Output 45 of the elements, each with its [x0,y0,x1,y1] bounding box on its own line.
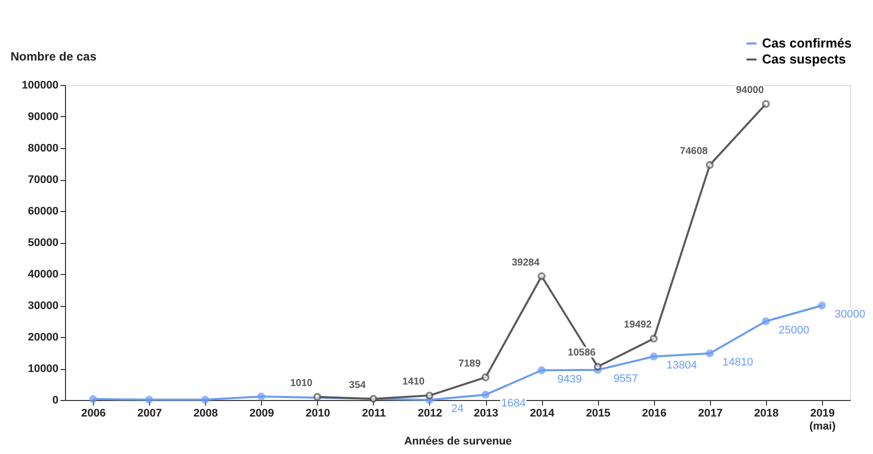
data-label: 24 [451,402,464,415]
data-label: 30000 [834,308,866,320]
data-label: 39284 [512,257,540,268]
data-label: 9557 [613,372,638,385]
data-label: 94000 [736,84,764,96]
x-tick-label: 2014 [530,408,556,420]
data-label: 1410 [402,376,426,388]
x-tick-label: 2007 [137,408,162,420]
x-tick-label: 2019 (mai) [809,408,836,432]
data-label: 14810 [722,356,754,368]
data-label: 25000 [778,324,810,336]
data-label: 74608 [680,146,708,157]
x-axis-title: Années de survenue [404,436,512,448]
x-tick-label: 2011 [362,408,386,420]
data-label: 9439 [557,373,582,386]
x-tick-label: 2013 [474,408,498,420]
x-tick-label: 2016 [642,408,666,420]
legend-label: Cas confirmés [762,36,852,50]
y-tick-label: 90000 [28,111,58,123]
y-tick-label: 30000 [28,300,58,312]
x-tick-label: 2006 [81,408,106,420]
x-tick-label: 2015 [586,408,610,420]
data-label: 354 [349,380,366,391]
y-tick-label: 10000 [28,363,58,375]
data-label: 1684 [501,398,526,410]
y-tick-label: 100000 [22,80,58,92]
y-tick-label: 70000 [28,174,58,186]
data-label: 13804 [666,360,698,372]
y-axis-title: Nombre de cas [10,50,97,64]
y-tick-label: 20000 [28,332,58,344]
x-tick-label: 2012 [418,408,442,420]
y-tick-label: 40000 [28,268,58,280]
y-tick-label: 60000 [28,206,58,218]
x-tick-label: 2017 [698,408,723,420]
y-tick-label: 50000 [28,237,58,249]
y-tick-label: 80000 [28,142,58,154]
x-tick-label: 2008 [193,408,218,420]
x-tick-label: 2018 [754,408,779,420]
data-label: 1010 [290,378,313,389]
legend-label: Cas suspects [762,52,846,66]
y-tick-label: 0 [52,394,58,406]
x-tick-label: 2009 [250,408,274,420]
data-label: 19492 [624,320,652,331]
data-label: 7189 [458,358,482,370]
x-tick-label: 2010 [306,408,330,420]
